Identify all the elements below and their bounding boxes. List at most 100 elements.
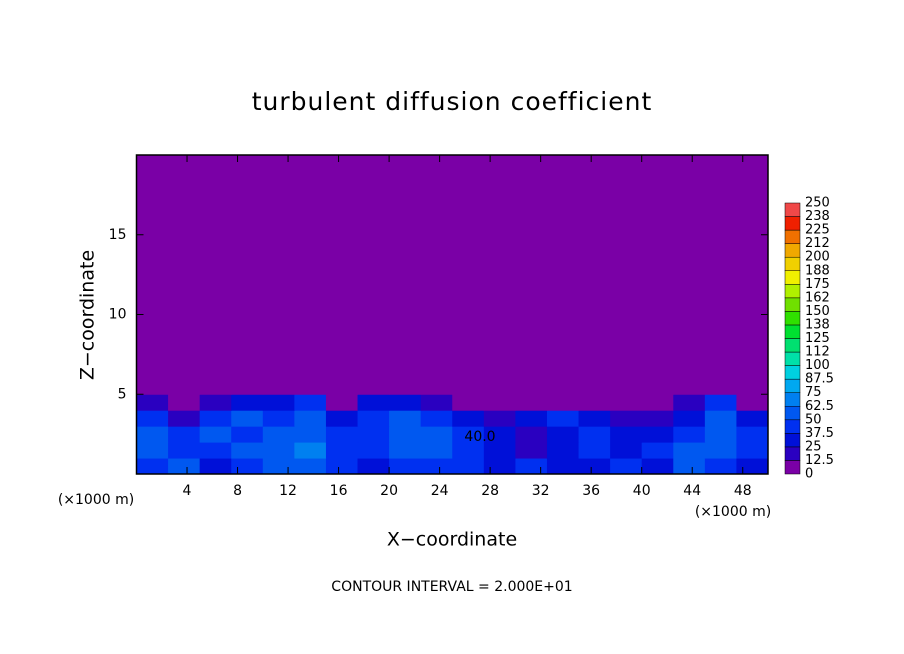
heat-cell (673, 442, 706, 459)
heat-cell (294, 394, 327, 411)
colorbar-label: 12.5 (805, 453, 834, 468)
colorbar-swatch (784, 229, 801, 244)
heat-cell (641, 410, 674, 427)
heat-cell (262, 378, 295, 395)
heat-cell (452, 458, 485, 475)
heat-cell (452, 442, 485, 459)
heat-cell (136, 394, 169, 411)
heat-cell (515, 458, 548, 475)
colorbar-swatch (784, 284, 801, 299)
colorbar-label: 75 (805, 385, 822, 400)
heat-cell (578, 394, 611, 411)
colorbar-swatch (784, 433, 801, 448)
heat-cell (483, 378, 516, 395)
heat-cell (357, 410, 390, 427)
colorbar-swatch (784, 243, 801, 258)
footer-note: CONTOUR INTERVAL = 2.000E+01 (331, 579, 572, 595)
x-tick-label: 20 (380, 483, 398, 499)
colorbar-label: 225 (805, 223, 830, 238)
heat-cell (515, 378, 548, 395)
y-tick-label: 5 (118, 386, 127, 402)
x-tick-label: 44 (683, 483, 701, 499)
heat-cell (704, 410, 737, 427)
x-tick-label: 8 (233, 483, 242, 499)
x-tick-label: 40 (633, 483, 651, 499)
heat-cell (578, 410, 611, 427)
heat-cell (262, 394, 295, 411)
colorbar-label: 112 (805, 345, 830, 360)
colorbar-swatch (784, 324, 801, 339)
heat-cell (452, 410, 485, 427)
x-unit: (×1000 m) (695, 504, 771, 520)
heat-cell (168, 378, 201, 395)
heat-cell (357, 458, 390, 475)
contour-label: 40.0 (464, 429, 495, 445)
heat-cell (578, 458, 611, 475)
heat-cell (641, 426, 674, 443)
heat-cell (262, 410, 295, 427)
colorbar-swatch (784, 256, 801, 272)
heat-cell (515, 394, 548, 411)
heat-cell (168, 410, 201, 427)
heat-cell (736, 442, 769, 459)
heat-cell (515, 410, 548, 427)
colorbar-swatch (784, 202, 801, 217)
heat-cell (357, 442, 390, 459)
heat-cell (136, 410, 169, 427)
heat-cell (325, 426, 359, 443)
colorbar-swatch (784, 378, 801, 393)
y-axis-label: Z−coordinate (77, 250, 99, 380)
heat-cell (294, 458, 327, 475)
heat-cell (294, 442, 327, 459)
heat-cell (673, 394, 706, 411)
heat-cell (546, 394, 580, 411)
heat-cell (610, 426, 643, 443)
heat-cell (704, 378, 737, 395)
heat-cell (199, 394, 232, 411)
heat-cell (262, 426, 295, 443)
colorbar-label: 150 (805, 304, 830, 319)
heat-cell (231, 394, 264, 411)
heat-cell (136, 426, 169, 443)
heat-cell (704, 426, 737, 443)
heat-cell (704, 394, 737, 411)
heat-cell (389, 378, 422, 395)
heat-cell (357, 426, 390, 443)
heat-cell (168, 426, 201, 443)
heat-cell (736, 394, 769, 411)
colorbar-swatch (784, 270, 801, 285)
colorbar-label: 50 (805, 412, 822, 427)
y-tick-label: 15 (109, 227, 127, 243)
chart-title: turbulent diffusion coefficient (252, 87, 653, 116)
heat-cell (357, 394, 390, 411)
heat-cell (452, 378, 485, 395)
heat-cell (231, 426, 264, 443)
x-tick-label: 48 (734, 483, 752, 499)
heat-cell (736, 378, 769, 395)
heat-cell (231, 442, 264, 459)
heat-cell (578, 442, 611, 459)
heat-cell (736, 426, 769, 443)
heat-cell (578, 426, 611, 443)
y-unit: (×1000 m) (58, 492, 134, 508)
heat-cell (168, 394, 201, 411)
heat-cell (136, 378, 169, 395)
heat-cell (641, 458, 674, 475)
heat-cell (673, 426, 706, 443)
heat-cell (483, 458, 516, 475)
colorbar-label: 62.5 (805, 399, 834, 414)
heat-cell (168, 442, 201, 459)
heat-cell (641, 378, 674, 395)
colorbar-label: 238 (805, 209, 830, 224)
heat-cell (483, 394, 516, 411)
heat-cell (325, 378, 359, 395)
colorbar-swatch (784, 297, 801, 312)
heat-cell (673, 458, 706, 475)
heat-cell (420, 442, 453, 459)
heat-cell (483, 442, 516, 459)
heat-cell (515, 426, 548, 443)
heat-cell (294, 378, 327, 395)
heat-cell (610, 394, 643, 411)
heat-cell (294, 426, 327, 443)
